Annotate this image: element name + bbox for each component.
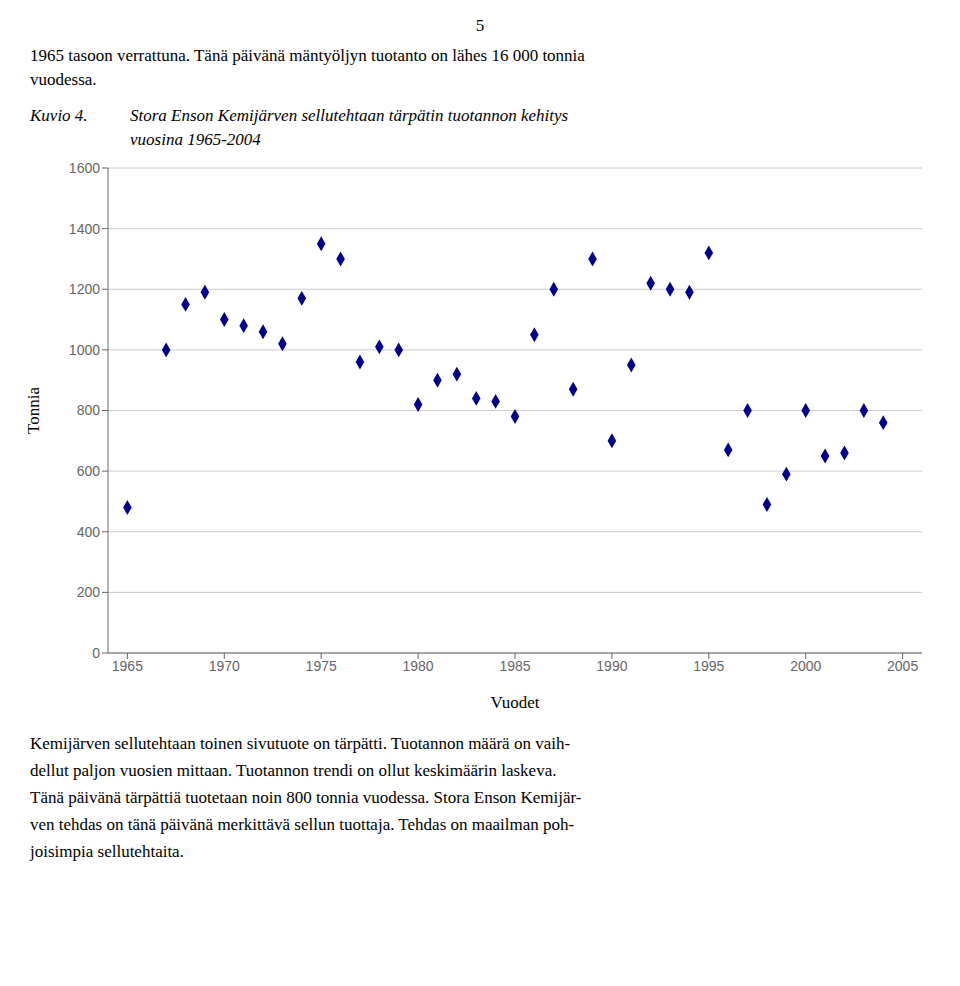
- html-text:vuosina 1965-2004: vuosina 1965-2004: [130, 130, 261, 149]
- svg-text:1965: 1965: [112, 658, 143, 674]
- svg-text:0: 0: [92, 645, 100, 661]
- html-text:Kuvio 4.: Kuvio 4.: [30, 106, 88, 125]
- svg-text:1600: 1600: [69, 160, 100, 176]
- html-text:ven tehdas on tänä päivänä mer: ven tehdas on tänä päivänä merkittävä se…: [30, 815, 575, 834]
- svg-text:2005: 2005: [887, 658, 918, 674]
- html-text:1965 tasoon verrattuna. Tänä p: 1965 tasoon verrattuna. Tänä päivänä män…: [30, 46, 585, 65]
- svg-text:800: 800: [77, 402, 101, 418]
- svg-text:600: 600: [77, 463, 101, 479]
- html-text:joisimpia sellutehtaita.: joisimpia sellutehtaita.: [30, 842, 184, 861]
- svg-text:1400: 1400: [69, 221, 100, 237]
- svg-text:400: 400: [77, 524, 101, 540]
- svg-text:Tonnia: Tonnia: [24, 387, 43, 434]
- html-text:dellut paljon vuosien mittaan.: dellut paljon vuosien mittaan. Tuotannon…: [30, 761, 557, 780]
- svg-text:1995: 1995: [693, 658, 724, 674]
- svg-text:1980: 1980: [403, 658, 434, 674]
- svg-text:1975: 1975: [306, 658, 337, 674]
- html-text:5: 5: [475, 16, 485, 35]
- svg-text:1985: 1985: [499, 658, 530, 674]
- html-text:vuodessa.: vuodessa.: [30, 70, 97, 89]
- html-text:Stora Enson Kemijärven sellute: Stora Enson Kemijärven sellutehtaan tärp…: [130, 106, 569, 125]
- svg-text:1000: 1000: [69, 342, 100, 358]
- svg-text:2000: 2000: [790, 658, 821, 674]
- html-text:Tänä päivänä tärpättiä tuoteta: Tänä päivänä tärpättiä tuotetaan noin 80…: [30, 788, 582, 807]
- svg-text:1990: 1990: [596, 658, 627, 674]
- svg-text:1970: 1970: [209, 658, 240, 674]
- svg-text:200: 200: [77, 584, 101, 600]
- html-text:Kemijärven sellutehtaan toinen: Kemijärven sellutehtaan toinen sivutuote…: [30, 734, 571, 753]
- svg-text:1200: 1200: [69, 281, 100, 297]
- svg-text:Vuodet: Vuodet: [490, 693, 539, 712]
